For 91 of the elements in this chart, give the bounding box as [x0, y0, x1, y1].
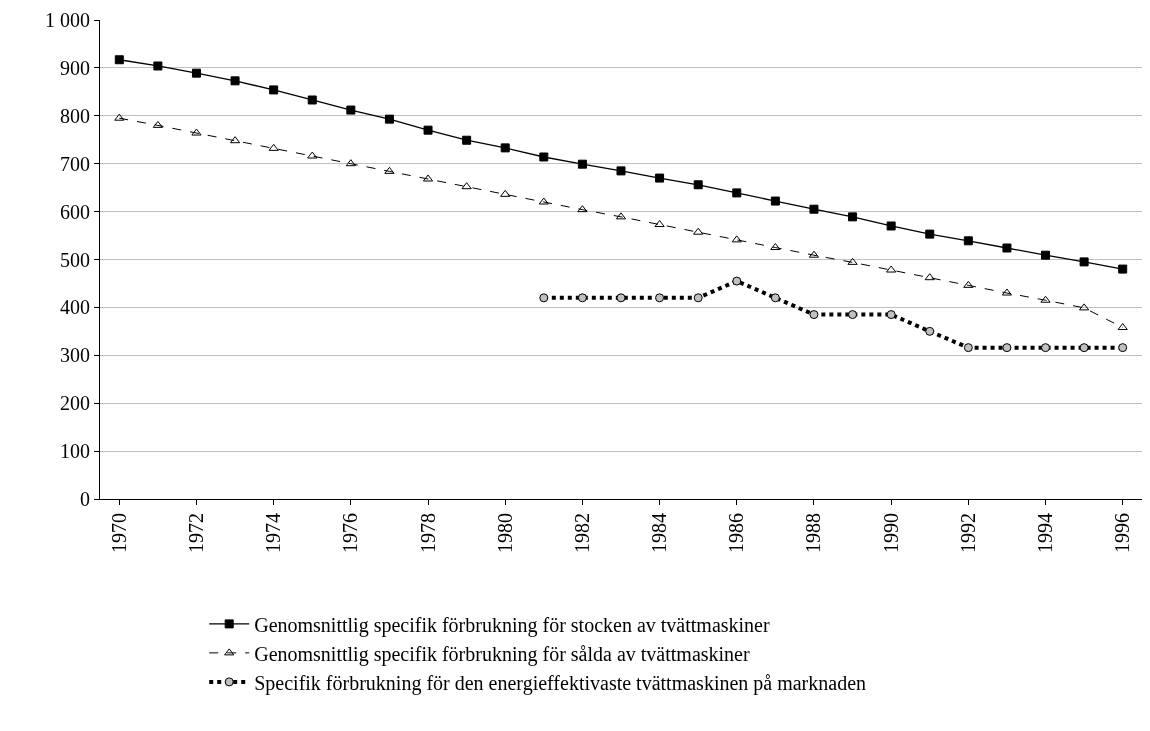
y-tick-label: 500: [60, 248, 90, 271]
point: [1118, 264, 1128, 274]
point: [423, 125, 433, 135]
point: [577, 205, 588, 213]
point: [500, 143, 510, 153]
point: [963, 236, 973, 246]
point: [1079, 343, 1089, 353]
y-tick-label: 700: [60, 152, 90, 175]
x-tick-label: 1992: [956, 513, 979, 553]
point: [963, 343, 973, 353]
point: [307, 151, 318, 159]
y-tick-label: 0: [80, 488, 90, 510]
point: [886, 265, 897, 273]
point: [346, 105, 356, 115]
y-tick-label: 800: [60, 104, 90, 127]
x-tick-label: 1972: [184, 513, 207, 553]
point: [1040, 295, 1051, 303]
x-tick-label: 1982: [570, 513, 593, 553]
legend-label: Genomsnittlig specifik förbrukning för stocken av tvättmaskiner: [254, 613, 770, 637]
point: [848, 212, 858, 222]
x-tick-label: 1976: [339, 513, 362, 553]
point: [925, 229, 935, 239]
point: [924, 273, 935, 281]
point: [153, 61, 163, 71]
x-tick-label: 1996: [1111, 513, 1134, 553]
point: [1117, 323, 1128, 331]
x-tick-label: 1978: [416, 513, 439, 553]
x-tick-label: 1970: [107, 513, 130, 553]
point: [847, 257, 858, 265]
point: [577, 293, 587, 303]
point: [384, 114, 394, 124]
point: [693, 293, 703, 303]
y-tick-label: 300: [60, 344, 90, 367]
point: [384, 166, 395, 174]
point: [461, 182, 472, 190]
point: [462, 135, 472, 145]
point: [539, 293, 549, 303]
point: [655, 293, 665, 303]
point: [1002, 343, 1012, 353]
point: [230, 76, 240, 86]
y-tick-label: 900: [60, 56, 90, 79]
point: [886, 221, 896, 231]
point: [925, 326, 935, 336]
y-tick-label: 1 000: [45, 9, 90, 31]
point: [731, 235, 742, 243]
point: [809, 310, 819, 320]
x-tick-label: 1986: [725, 513, 748, 553]
point: [616, 293, 626, 303]
point: [1041, 250, 1051, 260]
point: [616, 166, 626, 176]
point: [539, 152, 549, 162]
point: [191, 128, 202, 136]
point: [963, 280, 974, 288]
point: [345, 159, 356, 167]
point: [1079, 257, 1089, 267]
point: [732, 276, 742, 286]
point: [114, 113, 125, 121]
point: [732, 188, 742, 198]
point: [693, 180, 703, 190]
x-tick-label: 1980: [493, 513, 516, 553]
y-tick-label: 400: [60, 296, 90, 319]
point: [1002, 243, 1012, 253]
y-tick-label: 100: [60, 440, 90, 463]
point: [770, 196, 780, 206]
point: [269, 85, 279, 95]
point: [886, 310, 896, 320]
legend-label: Specifik förbrukning för den energieffektivaste tvättmaskinen på marknaden: [254, 671, 867, 695]
point: [191, 68, 201, 78]
x-tick-label: 1988: [802, 513, 825, 553]
x-tick-label: 1974: [262, 513, 285, 553]
point: [770, 243, 781, 251]
x-tick-label: 1994: [1034, 513, 1057, 553]
x-tick-label: 1990: [879, 513, 902, 553]
point: [577, 159, 587, 169]
point: [655, 173, 665, 183]
point: [848, 310, 858, 320]
point: [500, 189, 511, 197]
y-tick-label: 600: [60, 200, 90, 223]
point: [114, 55, 124, 65]
point: [770, 293, 780, 303]
point: [268, 143, 279, 151]
legend-label: Genomsnittlig specifik förbrukning för sålda av tvättmaskiner: [254, 642, 750, 666]
point: [654, 220, 665, 228]
point: [809, 204, 819, 214]
x-tick-label: 1984: [648, 513, 671, 553]
point: [1041, 343, 1051, 353]
point: [538, 197, 549, 205]
point: [693, 227, 704, 235]
point: [307, 95, 317, 105]
y-tick-label: 200: [60, 392, 90, 415]
point: [1118, 343, 1128, 353]
